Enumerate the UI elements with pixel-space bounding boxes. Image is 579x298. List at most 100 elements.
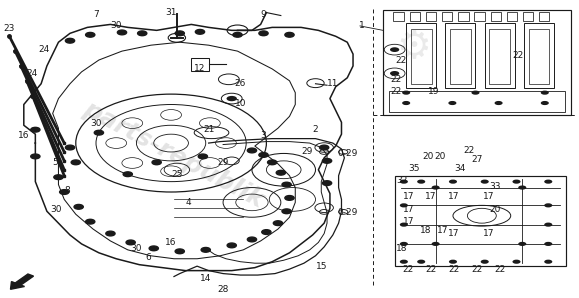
Bar: [411, 29, 431, 84]
Bar: [394, 12, 404, 21]
Circle shape: [541, 101, 549, 105]
Text: 16: 16: [18, 131, 30, 140]
Circle shape: [518, 242, 526, 246]
Text: 20: 20: [423, 152, 434, 161]
Circle shape: [512, 260, 521, 264]
Circle shape: [276, 170, 285, 175]
Circle shape: [259, 31, 268, 36]
Circle shape: [481, 180, 489, 184]
Bar: [383, 10, 571, 115]
Circle shape: [417, 260, 425, 264]
Circle shape: [149, 246, 159, 251]
Text: 30: 30: [111, 21, 122, 30]
Text: 22: 22: [449, 265, 460, 274]
Circle shape: [247, 148, 256, 153]
Text: 21: 21: [203, 125, 214, 134]
Circle shape: [86, 32, 95, 37]
Text: 17: 17: [483, 229, 494, 238]
Circle shape: [267, 160, 277, 165]
Bar: [489, 29, 510, 84]
Text: 17: 17: [403, 192, 414, 201]
Circle shape: [259, 153, 268, 157]
Text: 29: 29: [301, 148, 313, 156]
Text: parts-republik: parts-republik: [79, 97, 269, 213]
Circle shape: [282, 182, 291, 187]
Circle shape: [175, 31, 184, 36]
Text: 27: 27: [471, 155, 483, 164]
Text: 17: 17: [425, 192, 437, 201]
Text: 14: 14: [200, 274, 211, 283]
Text: 17: 17: [448, 229, 460, 238]
Circle shape: [123, 172, 133, 177]
Bar: [485, 23, 515, 88]
Text: 32: 32: [397, 176, 408, 185]
Text: 9: 9: [261, 10, 266, 18]
Circle shape: [544, 203, 552, 207]
Circle shape: [400, 260, 408, 264]
Circle shape: [65, 145, 75, 150]
Text: 6: 6: [145, 253, 151, 262]
Text: 3: 3: [261, 131, 266, 140]
Text: 22: 22: [472, 265, 483, 274]
Text: 0-29: 0-29: [337, 208, 357, 217]
Text: 22: 22: [494, 265, 506, 274]
Circle shape: [323, 159, 332, 163]
Circle shape: [106, 231, 115, 236]
Text: 22: 22: [463, 146, 474, 155]
Circle shape: [400, 242, 408, 246]
Bar: [191, 58, 208, 71]
Text: 35: 35: [408, 164, 419, 173]
Text: 17: 17: [483, 192, 494, 201]
Circle shape: [449, 260, 457, 264]
Text: 24: 24: [27, 69, 38, 78]
FancyArrow shape: [10, 274, 34, 289]
Bar: [445, 23, 475, 88]
Circle shape: [518, 185, 526, 190]
Text: 17: 17: [448, 192, 460, 201]
Text: 17: 17: [403, 205, 414, 214]
Circle shape: [65, 38, 75, 43]
Circle shape: [118, 30, 127, 35]
Circle shape: [262, 230, 271, 235]
Circle shape: [60, 190, 69, 194]
Text: 20: 20: [489, 205, 500, 214]
Circle shape: [400, 180, 408, 184]
Text: 5: 5: [53, 158, 58, 167]
Circle shape: [390, 71, 400, 76]
Circle shape: [544, 223, 552, 227]
Text: 11: 11: [327, 79, 339, 88]
Text: 30: 30: [90, 119, 102, 128]
Circle shape: [400, 203, 408, 207]
Bar: [395, 176, 566, 266]
Text: 16: 16: [166, 238, 177, 247]
Text: 25: 25: [171, 170, 182, 179]
Text: ⚙: ⚙: [396, 28, 431, 66]
Circle shape: [86, 219, 95, 224]
Circle shape: [402, 91, 410, 95]
Text: 28: 28: [217, 285, 229, 294]
Bar: [523, 12, 533, 21]
Text: 23: 23: [3, 24, 15, 33]
Bar: [458, 12, 468, 21]
Circle shape: [152, 160, 162, 165]
Text: 30: 30: [50, 205, 61, 214]
Bar: [539, 12, 549, 21]
Text: 26: 26: [234, 79, 246, 88]
Text: 4: 4: [186, 198, 191, 207]
Bar: [450, 29, 471, 84]
Bar: [474, 12, 485, 21]
Circle shape: [175, 249, 184, 254]
Circle shape: [227, 243, 236, 248]
Text: 18: 18: [420, 226, 431, 235]
Circle shape: [273, 221, 283, 226]
Text: 15: 15: [316, 262, 327, 271]
Text: 22: 22: [512, 51, 523, 60]
Circle shape: [448, 101, 456, 105]
Circle shape: [285, 195, 294, 200]
Text: 20: 20: [434, 152, 445, 161]
Text: 8: 8: [64, 186, 70, 195]
Circle shape: [320, 145, 329, 150]
Circle shape: [402, 101, 410, 105]
Circle shape: [544, 260, 552, 264]
Circle shape: [400, 223, 408, 227]
